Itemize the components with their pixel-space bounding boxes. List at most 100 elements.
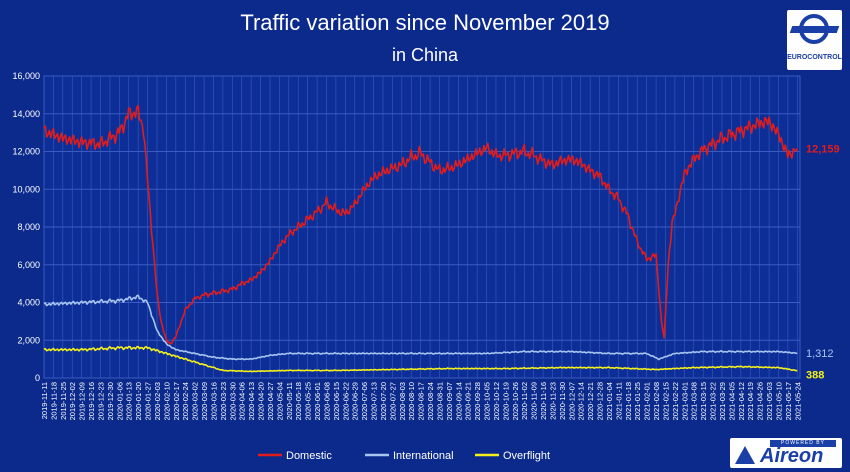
y-tick-label: 6,000 bbox=[17, 260, 40, 270]
x-tick-label: 2020-08-24 bbox=[426, 382, 435, 420]
eurocontrol-logo-text: EUROCONTROL bbox=[787, 54, 842, 61]
y-tick-label: 2,000 bbox=[17, 335, 40, 345]
x-tick-label: 2021-02-22 bbox=[671, 382, 680, 420]
x-tick-label: 2020-03-16 bbox=[209, 382, 218, 420]
end-label-international: 1,312 bbox=[806, 348, 834, 360]
x-tick-label: 2020-01-20 bbox=[134, 382, 143, 420]
x-tick-label: 2021-05-10 bbox=[774, 382, 783, 420]
x-tick-label: 2021-03-29 bbox=[718, 382, 727, 420]
chart-subtitle: in China bbox=[391, 45, 459, 65]
y-tick-label: 14,000 bbox=[12, 109, 40, 119]
x-tick-label: 2021-05-17 bbox=[784, 382, 793, 420]
series-line-international bbox=[43, 294, 798, 361]
x-tick-label: 2019-11-18 bbox=[49, 382, 58, 420]
aireon-logo-text: Aireon bbox=[760, 445, 824, 467]
series bbox=[43, 104, 799, 373]
x-tick-label: 2021-05-03 bbox=[765, 382, 774, 420]
x-tick-label: 2021-03-01 bbox=[680, 382, 689, 420]
x-tick-label: 2020-02-24 bbox=[181, 382, 190, 420]
x-tick-label: 2021-02-01 bbox=[643, 382, 652, 420]
x-tick-label: 2020-10-19 bbox=[501, 382, 510, 420]
x-tick-label: 2020-11-02 bbox=[520, 382, 529, 420]
x-tick-label: 2020-08-31 bbox=[435, 382, 444, 420]
x-tick-label: 2020-10-12 bbox=[492, 382, 501, 420]
series-line-overflight bbox=[43, 345, 798, 373]
x-tick-label: 2020-05-25 bbox=[304, 382, 313, 420]
eurocontrol-bar-icon bbox=[789, 26, 840, 33]
x-tick-label: 2020-08-10 bbox=[407, 382, 416, 420]
x-tick-label: 2021-03-08 bbox=[690, 382, 699, 420]
y-tick-label: 16,000 bbox=[12, 71, 40, 81]
x-tick-label: 2020-10-05 bbox=[483, 382, 492, 420]
x-tick-label: 2019-11-11 bbox=[40, 382, 49, 419]
x-tick-label: 2021-01-18 bbox=[624, 382, 633, 420]
x-tick-label: 2020-04-13 bbox=[247, 382, 256, 420]
x-tick-label: 2020-07-20 bbox=[379, 382, 388, 420]
x-tick-label: 2020-03-30 bbox=[228, 382, 237, 420]
x-tick-label: 2020-01-06 bbox=[115, 382, 124, 420]
x-tick-label: 2019-11-25 bbox=[59, 382, 68, 420]
x-tick-label: 2020-06-29 bbox=[351, 382, 360, 420]
x-tick-label: 2021-03-15 bbox=[699, 382, 708, 420]
x-tick-label: 2020-11-23 bbox=[548, 382, 557, 420]
x-tick-label: 2021-05-24 bbox=[793, 382, 802, 420]
end-label-overflight: 388 bbox=[806, 370, 824, 382]
x-tick-label: 2020-03-02 bbox=[191, 382, 200, 420]
x-tick-label: 2020-09-07 bbox=[445, 382, 454, 420]
legend-label: Overflight bbox=[503, 450, 550, 462]
x-tick-label: 2020-09-28 bbox=[473, 382, 482, 420]
x-tick-label: 2020-01-13 bbox=[125, 382, 134, 420]
x-tick-label: 2021-01-11 bbox=[614, 382, 623, 420]
x-tick-label: 2021-01-25 bbox=[633, 382, 642, 420]
x-tick-label: 2021-03-22 bbox=[709, 382, 718, 420]
y-tick-label: 12,000 bbox=[12, 147, 40, 157]
x-tick-label: 2020-03-09 bbox=[200, 382, 209, 420]
x-tick-label: 2019-12-23 bbox=[96, 382, 105, 420]
x-tick-label: 2020-04-20 bbox=[257, 382, 266, 420]
x-tick-label: 2020-11-09 bbox=[530, 382, 539, 420]
x-tick-label: 2020-06-01 bbox=[313, 382, 322, 420]
x-tick-label: 2020-12-28 bbox=[596, 382, 605, 420]
x-tick-label: 2020-05-04 bbox=[275, 382, 284, 420]
x-tick-label: 2020-11-16 bbox=[539, 382, 548, 420]
x-tick-label: 2020-01-27 bbox=[144, 382, 153, 420]
x-tick-label: 2021-02-08 bbox=[652, 382, 661, 420]
end-labels: 12,159 1,312 388 bbox=[806, 143, 840, 381]
x-tick-label: 2020-05-18 bbox=[294, 382, 303, 420]
y-tick-label: 8,000 bbox=[17, 222, 40, 232]
x-tick-label: 2021-01-04 bbox=[605, 382, 614, 420]
eurocontrol-logo: EUROCONTROL bbox=[787, 10, 842, 70]
x-tick-label: 2021-04-12 bbox=[737, 382, 746, 420]
aireon-logo: POWERED BY Aireon bbox=[730, 438, 842, 468]
aireon-tagline: POWERED BY bbox=[770, 440, 836, 447]
grid bbox=[43, 75, 801, 379]
axes: 0 2,000 4,000 6,000 8,000 10,000 12,000 14,000 1… bbox=[12, 71, 802, 420]
x-tick-label: 2021-04-19 bbox=[746, 382, 755, 420]
x-tick-label: 2020-12-14 bbox=[577, 382, 586, 420]
x-tick-label: 2019-12-30 bbox=[106, 382, 115, 420]
x-tick-label: 2020-06-22 bbox=[341, 382, 350, 420]
x-tick-label: 2020-02-10 bbox=[162, 382, 171, 420]
x-tick-label: 2020-04-27 bbox=[266, 382, 275, 420]
aireon-mark-icon bbox=[735, 446, 755, 464]
legend-label: International bbox=[393, 450, 454, 462]
x-tick-label: 2020-07-13 bbox=[370, 382, 379, 420]
legend-label: Domestic bbox=[286, 450, 332, 462]
x-tick-label: 2020-03-23 bbox=[219, 382, 228, 420]
x-tick-label: 2021-02-15 bbox=[661, 382, 670, 420]
x-tick-label: 2020-07-06 bbox=[360, 382, 369, 420]
x-tick-label: 2021-04-05 bbox=[727, 382, 736, 420]
x-tick-label: 2020-06-08 bbox=[322, 382, 331, 420]
y-tick-label: 4,000 bbox=[17, 298, 40, 308]
x-tick-label: 2020-11-30 bbox=[558, 382, 567, 420]
x-tick-label: 2020-02-03 bbox=[153, 382, 162, 420]
series-line-domestic bbox=[43, 104, 799, 345]
x-tick-label: 2020-07-27 bbox=[388, 382, 397, 420]
x-tick-label: 2020-04-06 bbox=[238, 382, 247, 420]
end-label-domestic: 12,159 bbox=[806, 143, 840, 155]
chart-title: Traffic variation since November 2019 bbox=[240, 10, 610, 35]
x-tick-label: 2020-08-03 bbox=[398, 382, 407, 420]
x-tick-label: 2020-12-21 bbox=[586, 382, 595, 420]
y-tick-label: 10,000 bbox=[12, 184, 40, 194]
